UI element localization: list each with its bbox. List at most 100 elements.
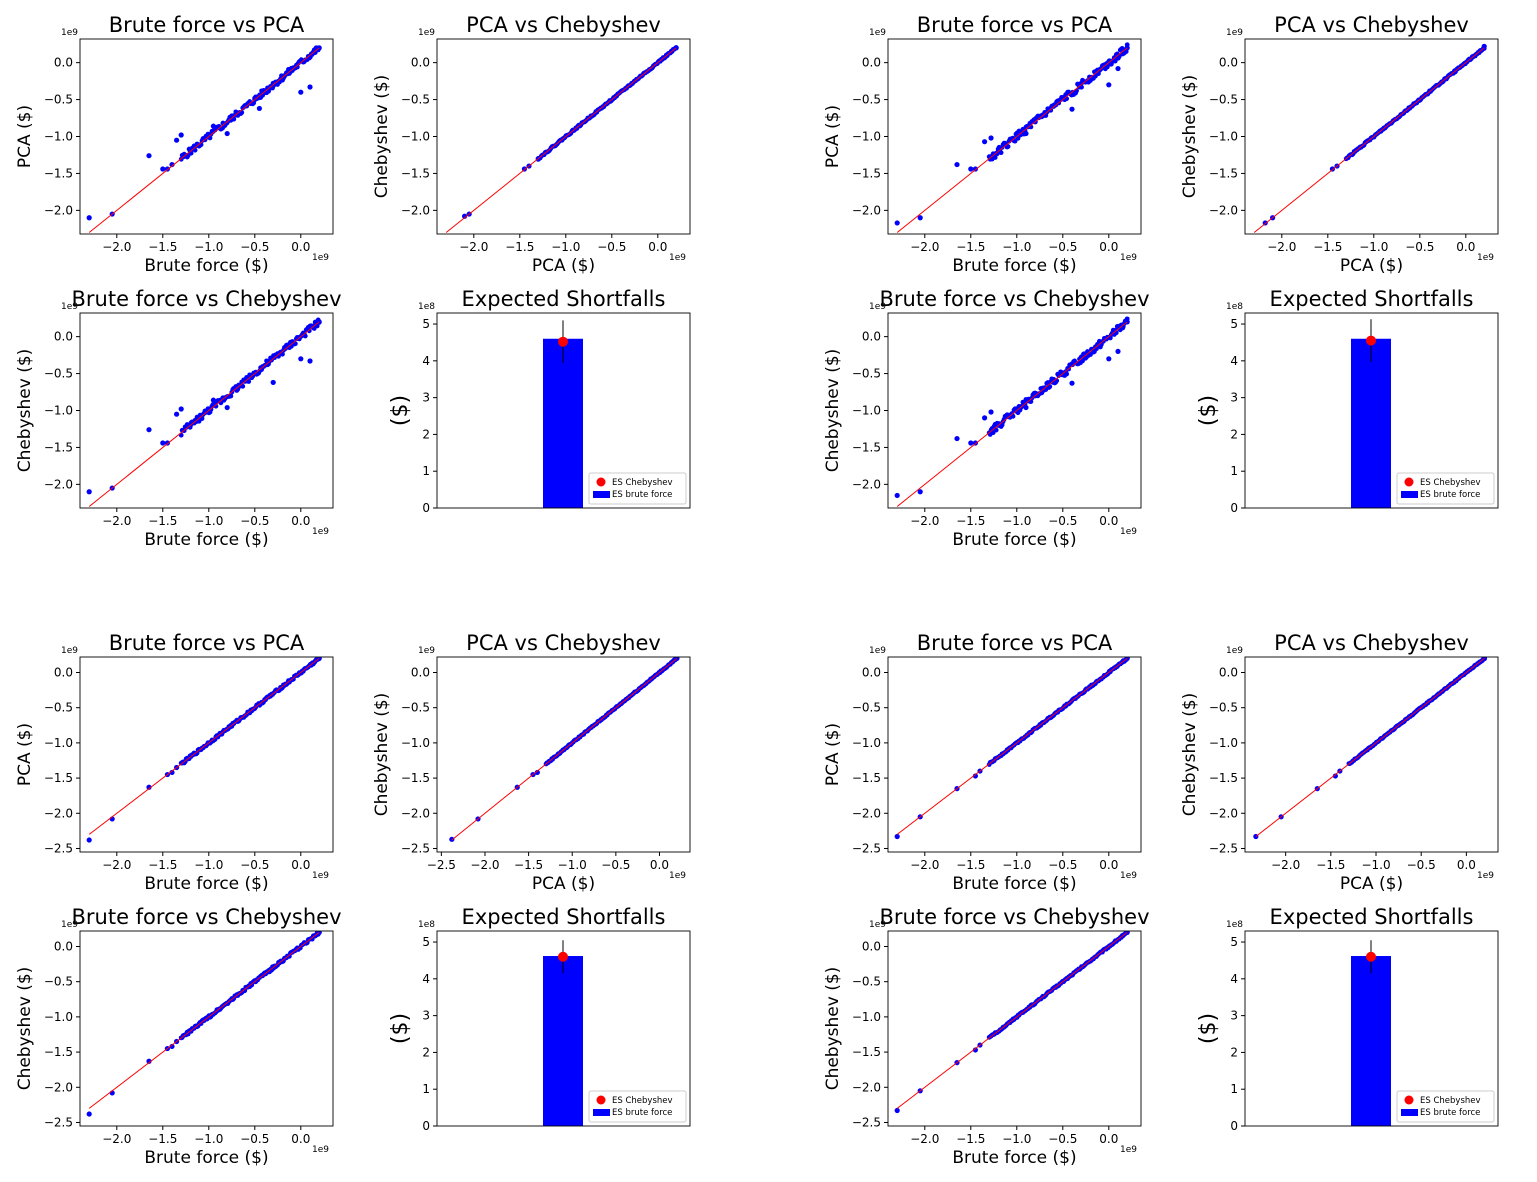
y-tick-label: −2.0 bbox=[852, 203, 881, 217]
scatter-point bbox=[1078, 80, 1084, 86]
x-tick-label: 0.0 bbox=[1099, 514, 1118, 528]
y-tick-label: −1.0 bbox=[852, 1010, 881, 1024]
legend-label: ES Chebyshev bbox=[612, 478, 673, 488]
y-tick-label: 4 bbox=[1230, 354, 1238, 368]
scatter-point bbox=[1115, 348, 1121, 355]
y-axis-label: Chebyshev ($) bbox=[15, 967, 35, 1091]
scatter-point bbox=[982, 415, 988, 421]
scatter-point bbox=[306, 328, 312, 334]
subplot-p13: −2.0 −1.5 −1.0 −0.5 0.0 Brute force ($) 1e9 −2.… bbox=[15, 905, 342, 1168]
y-tick-label: −2.0 bbox=[44, 1080, 73, 1094]
subplot-p14: ES Chebyshev ES brute force 0 1 2 3 4 5 ($) 1e8 Ex… bbox=[388, 905, 691, 1133]
x-tick-label: −1.0 bbox=[1002, 240, 1031, 254]
x-axis-label: PCA ($) bbox=[532, 874, 595, 894]
y-tick-label: 0.0 bbox=[411, 56, 430, 70]
scatter-point bbox=[1010, 413, 1016, 419]
scatter-point bbox=[894, 220, 900, 226]
subplot-p11: −2.0 −1.5 −1.0 −0.5 0.0 Brute force ($) 1e9 −2.… bbox=[823, 631, 1142, 894]
y-tick-label: 0.0 bbox=[862, 330, 881, 344]
x-tick-label: 0.0 bbox=[648, 240, 667, 254]
subplot-p16: ES Chebyshev ES brute force 0 1 2 3 4 5 ($) 1e8 Ex… bbox=[1196, 905, 1499, 1133]
x-axis-label: Brute force ($) bbox=[952, 874, 1076, 894]
subplot-title: Brute force vs PCA bbox=[109, 631, 305, 655]
subplot-title: PCA vs Chebyshev bbox=[466, 13, 661, 37]
x-offset-label: 1e9 bbox=[1120, 527, 1137, 537]
y-tick-label: 0.0 bbox=[54, 665, 73, 679]
x-tick-label: 0.0 bbox=[650, 858, 669, 872]
subplot-title: Brute force vs Chebyshev bbox=[71, 287, 341, 311]
y-tick-label: −2.0 bbox=[852, 1080, 881, 1094]
y-tick-label: 0.0 bbox=[862, 56, 881, 70]
y-axis-label: PCA ($) bbox=[823, 723, 843, 786]
scatter-point bbox=[213, 403, 219, 409]
identity-line bbox=[88, 47, 320, 233]
scatter-point bbox=[224, 404, 230, 411]
y-axis-label: Chebyshev ($) bbox=[823, 349, 843, 473]
scatter-point bbox=[270, 354, 276, 360]
x-tick-label: −1.0 bbox=[1002, 1132, 1031, 1146]
x-tick-label: −0.5 bbox=[1405, 240, 1434, 254]
identity-line bbox=[88, 932, 320, 1109]
subplot-title: Brute force vs PCA bbox=[917, 13, 1113, 37]
x-tick-label: −0.5 bbox=[1048, 514, 1077, 528]
identity-line bbox=[445, 47, 677, 233]
y-axis-label: Chebyshev ($) bbox=[372, 75, 392, 199]
scatter-point bbox=[256, 105, 262, 112]
y-tick-label: −2.0 bbox=[44, 477, 73, 491]
x-tick-label: 0.0 bbox=[1099, 240, 1118, 254]
legend-marker-swatch bbox=[1404, 477, 1414, 487]
subplot-p3: −2.0 −1.5 −1.0 −0.5 0.0 Brute force ($) 1e9 −2.… bbox=[823, 13, 1142, 276]
scatter-point bbox=[160, 166, 166, 172]
x-tick-label: −0.5 bbox=[1048, 1132, 1077, 1146]
y-tick-label: −1.5 bbox=[44, 440, 73, 454]
scatter-point bbox=[224, 130, 230, 137]
y-axis-label: ($) bbox=[1196, 395, 1221, 426]
identity-line bbox=[88, 658, 320, 835]
x-tick-label: −1.0 bbox=[1002, 514, 1031, 528]
y-axis-label: Chebyshev ($) bbox=[372, 693, 392, 817]
x-tick-label: −1.5 bbox=[956, 858, 985, 872]
y-tick-label: 2 bbox=[422, 1045, 430, 1059]
x-offset-label: 1e9 bbox=[312, 253, 329, 263]
axes-frame bbox=[1244, 930, 1499, 1127]
y-axis-label: PCA ($) bbox=[15, 105, 35, 168]
scatter-point bbox=[229, 113, 235, 120]
x-tick-label: −2.0 bbox=[102, 858, 131, 872]
scatter-point bbox=[146, 1058, 152, 1064]
x-tick-label: 0.0 bbox=[291, 1132, 310, 1146]
legend-label: ES Chebyshev bbox=[1420, 1096, 1481, 1106]
subplot-title: Expected Shortfalls bbox=[1270, 287, 1474, 311]
y-tick-label: 2 bbox=[1230, 1045, 1238, 1059]
scatter-point bbox=[86, 1111, 92, 1117]
x-tick-label: 0.0 bbox=[291, 240, 310, 254]
x-offset-label: 1e9 bbox=[1477, 253, 1494, 263]
plot-area bbox=[894, 931, 1130, 1114]
identity-line bbox=[896, 321, 1128, 507]
y-axis-label: Chebyshev ($) bbox=[823, 967, 843, 1091]
y-tick-label: −2.0 bbox=[44, 203, 73, 217]
legend-label: ES Chebyshev bbox=[612, 1096, 673, 1106]
scatter-point bbox=[307, 358, 313, 364]
x-tick-label: −2.0 bbox=[1271, 858, 1300, 872]
scatter-point bbox=[1069, 106, 1075, 112]
legend-label: ES brute force bbox=[612, 1108, 672, 1118]
y-offset-label: 1e9 bbox=[869, 28, 886, 38]
scatter-point bbox=[210, 123, 216, 129]
subplot-p10: −2.5 −2.0 −1.5 −1.0 −0.5 0.0 PCA ($) 1e9 −2.5 −2.… bbox=[372, 631, 691, 894]
legend-label: ES brute force bbox=[612, 490, 672, 500]
scatter-point bbox=[1014, 132, 1020, 138]
scatter-point bbox=[302, 333, 308, 339]
plot-area bbox=[1253, 657, 1488, 840]
es-bar bbox=[543, 338, 583, 508]
x-tick-label: −2.0 bbox=[102, 240, 131, 254]
y-axis-label: ($) bbox=[388, 395, 413, 426]
subplot-p6: ES Chebyshev ES brute force 0 1 2 3 4 5 ($) 1e8 Ex… bbox=[388, 287, 691, 515]
axes-frame bbox=[887, 656, 1142, 853]
x-tick-label: −2.0 bbox=[102, 514, 131, 528]
y-tick-label: −2.5 bbox=[44, 841, 73, 855]
x-tick-label: −2.0 bbox=[1267, 240, 1296, 254]
x-tick-label: 0.0 bbox=[1099, 858, 1118, 872]
scatter-point bbox=[206, 132, 212, 138]
axes-frame bbox=[436, 930, 691, 1127]
x-tick-label: −2.0 bbox=[470, 858, 499, 872]
